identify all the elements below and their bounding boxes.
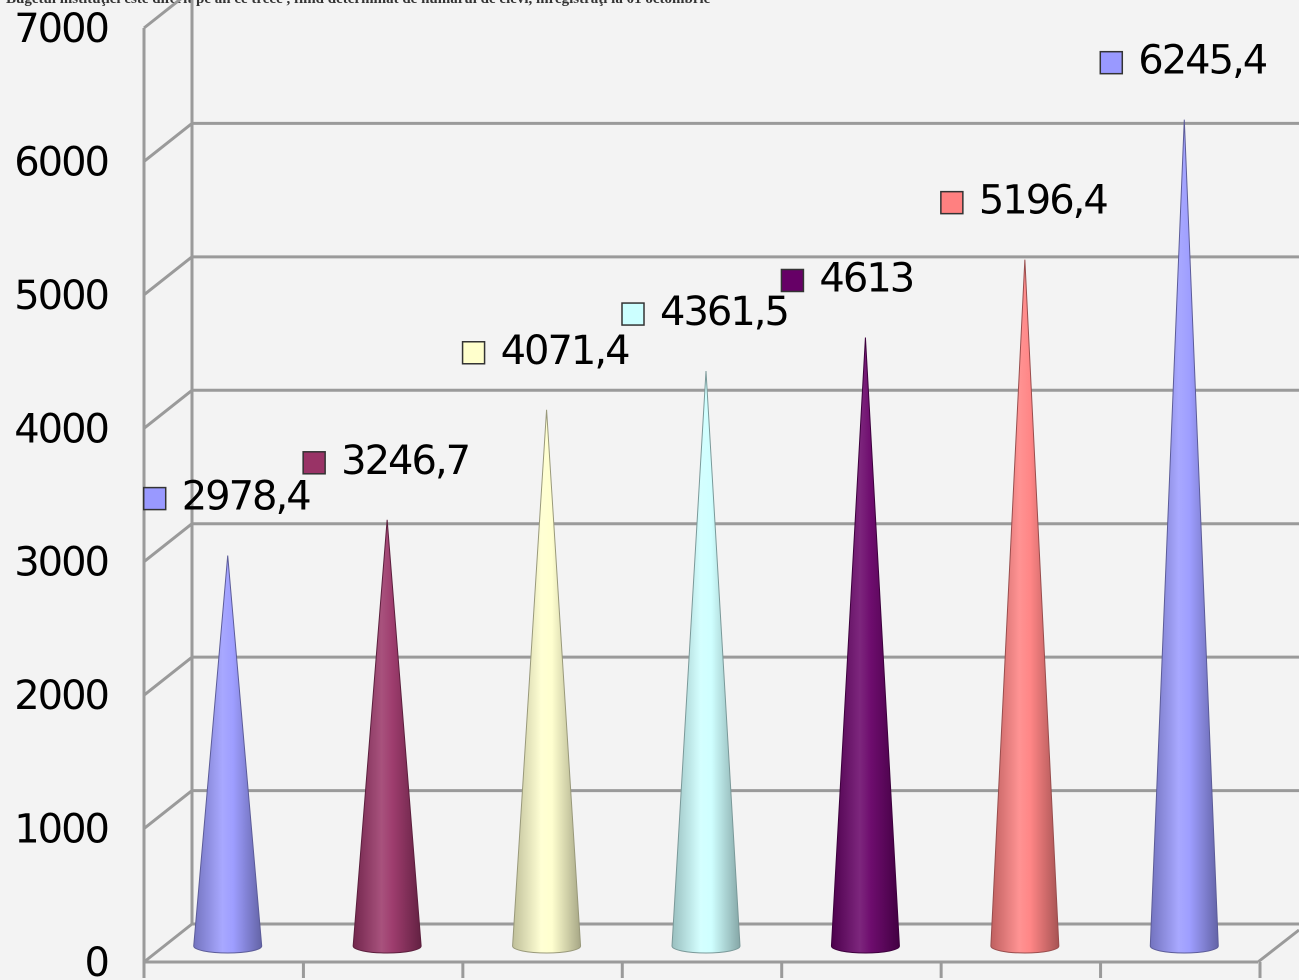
data-label: 6245,4 <box>1138 38 1267 84</box>
data-label: 3246,7 <box>341 438 469 484</box>
cone-bar <box>512 409 582 954</box>
y-tick-label: 3000 <box>14 540 108 586</box>
gridline-side <box>143 255 193 297</box>
data-label: 5196,4 <box>979 178 1108 224</box>
gridline-side <box>143 922 193 964</box>
label-color-marker <box>142 486 167 511</box>
cone-bar <box>352 519 422 954</box>
label-color-marker <box>1099 50 1124 75</box>
gridline-side <box>143 655 193 697</box>
floor-edge <box>1257 928 1299 964</box>
cone-bar <box>671 371 741 954</box>
data-label: 4613 <box>819 255 913 301</box>
y-tick-label: 4000 <box>14 406 108 452</box>
gridline-side <box>143 522 193 563</box>
data-label: 4361,5 <box>660 289 788 335</box>
label-color-marker <box>461 341 486 365</box>
y-tick-label: 0 <box>85 940 108 980</box>
cone-bar <box>1149 119 1219 954</box>
y-tick-label: 2000 <box>14 673 108 719</box>
chart-heading: Bugetul instituţiei este diferit pe an c… <box>6 0 1006 8</box>
y-tick-label: 5000 <box>14 273 108 319</box>
data-label: 4071,4 <box>501 328 630 374</box>
data-label: 2978,4 <box>182 474 311 520</box>
cone-bar <box>830 337 900 954</box>
y-tick-label: 6000 <box>14 139 108 185</box>
label-color-marker <box>780 268 805 293</box>
y-tick-label: 1000 <box>14 807 108 853</box>
gridline-side <box>143 789 193 830</box>
cone-bar <box>990 259 1060 954</box>
label-color-marker <box>940 190 964 215</box>
label-color-marker <box>621 302 645 326</box>
y-tick-label: 7000 <box>14 6 108 52</box>
gridline-side <box>143 122 193 163</box>
label-color-marker <box>302 451 326 475</box>
gridline-side <box>143 0 182 30</box>
cone-bar <box>193 555 263 954</box>
gridline-side <box>143 389 193 430</box>
